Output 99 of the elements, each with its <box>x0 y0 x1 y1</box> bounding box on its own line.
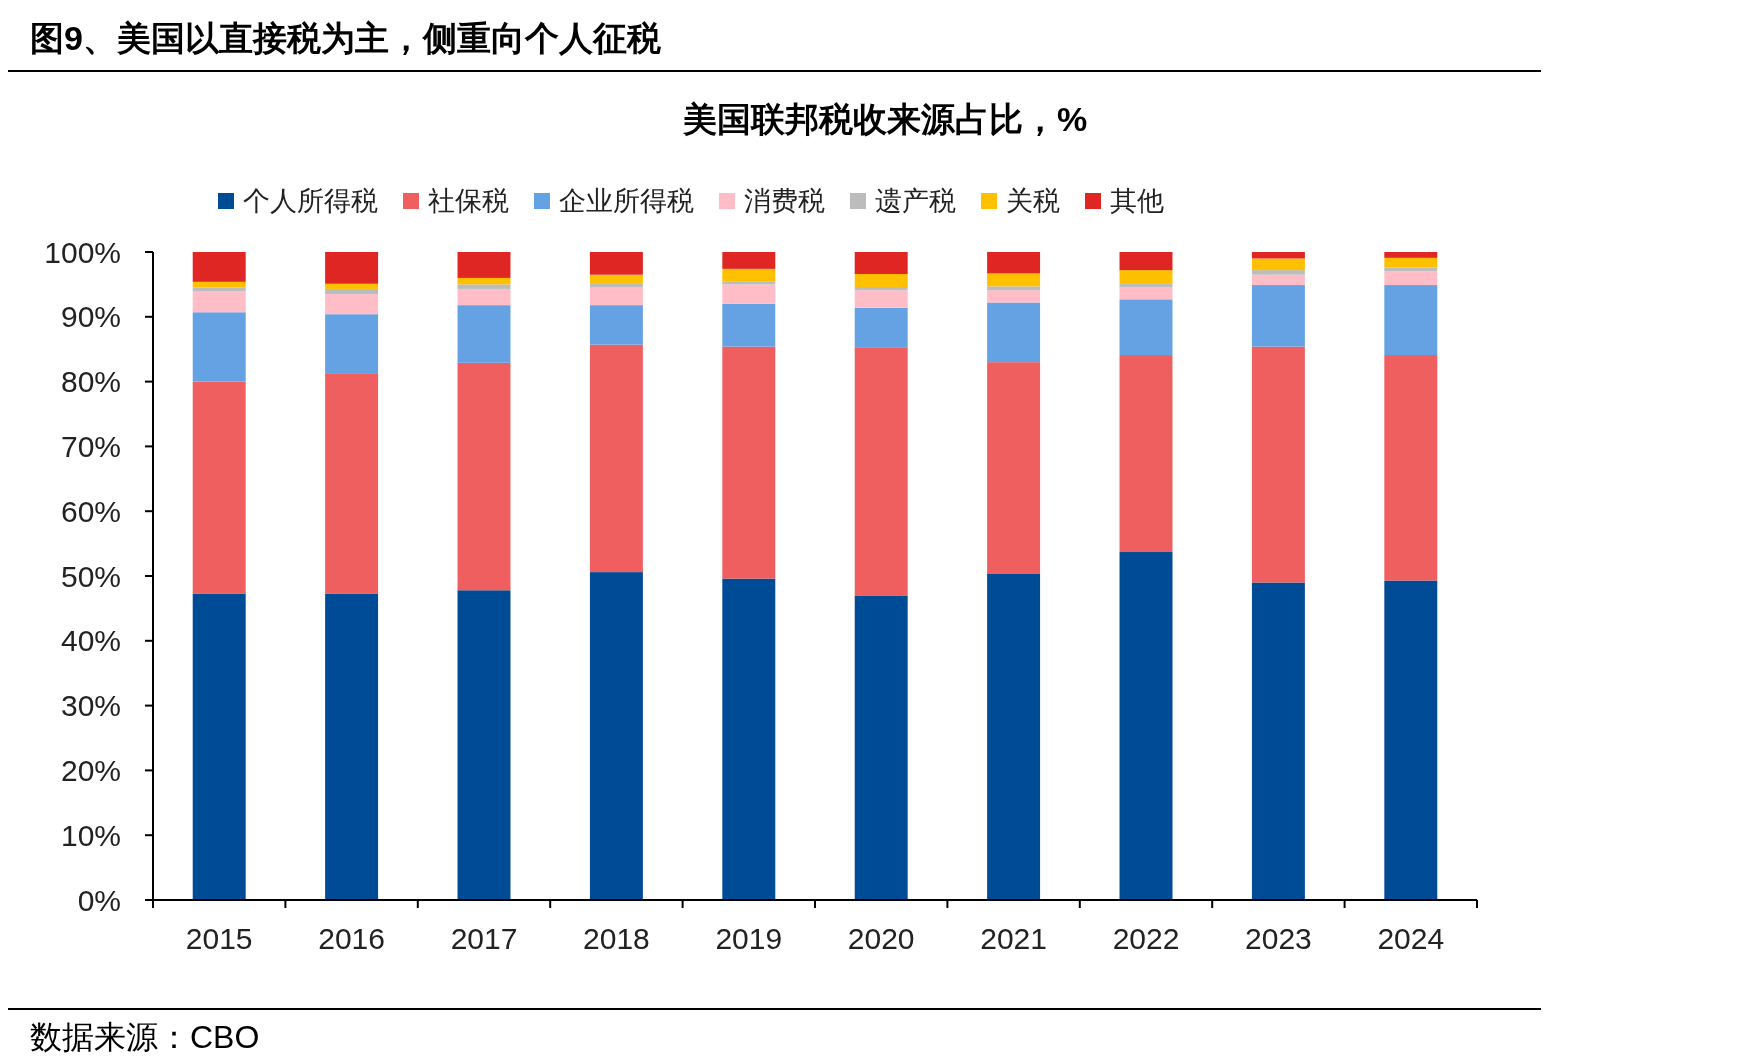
bar <box>1119 355 1173 553</box>
bar <box>457 590 511 900</box>
bar <box>192 312 246 382</box>
chart-title: 美国联邦税收来源占比，% <box>681 100 1088 138</box>
bar <box>987 573 1041 900</box>
bar <box>1251 346 1305 583</box>
x-tick-label: 2015 <box>185 921 253 955</box>
bar <box>722 346 776 579</box>
bar <box>192 281 246 288</box>
bar <box>1384 252 1438 258</box>
bar <box>457 252 511 278</box>
bar <box>854 252 908 275</box>
bar <box>589 305 643 345</box>
y-tick-label: 40% <box>60 624 121 658</box>
bar <box>192 287 246 292</box>
chart-subtitle: 图9、美国以直接税为主，侧重向个人征税 <box>30 19 661 57</box>
bar <box>1384 257 1438 268</box>
bar <box>1119 286 1173 300</box>
bar <box>1251 258 1305 271</box>
bar <box>1384 355 1438 581</box>
bar <box>722 268 776 282</box>
bar <box>987 273 1041 287</box>
bar <box>325 314 379 374</box>
x-tick-label: 2024 <box>1377 921 1445 955</box>
bar <box>987 252 1041 274</box>
bar <box>987 290 1041 303</box>
bar <box>457 305 511 363</box>
x-tick-label: 2023 <box>1245 921 1312 955</box>
y-tick-label: 70% <box>60 429 121 463</box>
bar <box>854 307 908 348</box>
bar <box>325 294 379 315</box>
y-tick-label: 90% <box>60 300 121 334</box>
bar <box>722 284 776 304</box>
bar <box>1384 271 1438 286</box>
bar <box>325 288 379 295</box>
y-tick-label: 100% <box>44 235 121 269</box>
bar <box>325 373 379 594</box>
bar <box>192 291 246 313</box>
legend-label: 其他 <box>1110 186 1164 216</box>
bar <box>1119 270 1173 284</box>
bar <box>589 274 643 284</box>
bar <box>722 578 776 900</box>
x-tick-label: 2020 <box>847 921 915 955</box>
bar <box>457 284 511 289</box>
legend-label: 社保税 <box>428 186 509 216</box>
bar <box>457 288 511 306</box>
y-tick-label: 60% <box>60 494 121 528</box>
bar <box>1251 582 1305 900</box>
x-tick-label: 2022 <box>1112 921 1180 955</box>
bar <box>192 381 246 594</box>
bar <box>192 593 246 900</box>
y-tick-label: 20% <box>60 753 121 787</box>
bar <box>1119 283 1173 287</box>
bar <box>325 283 379 289</box>
bar <box>1251 270 1305 275</box>
x-tick-label: 2017 <box>450 921 518 955</box>
bar <box>987 302 1041 363</box>
x-tick-label: 2018 <box>583 921 650 955</box>
bar <box>722 303 776 347</box>
bar <box>1251 252 1305 259</box>
bar <box>987 362 1041 574</box>
y-tick-label: 80% <box>60 365 121 399</box>
bar <box>1251 285 1305 347</box>
bar <box>854 347 908 596</box>
bar <box>722 252 776 269</box>
legend-label: 消费税 <box>744 186 825 216</box>
bar <box>589 283 643 287</box>
bar <box>457 362 511 591</box>
bar <box>1251 274 1305 286</box>
bar <box>1119 552 1173 900</box>
bar <box>589 344 643 573</box>
bar <box>1119 299 1173 356</box>
bar <box>589 572 643 900</box>
legend-label: 遗产税 <box>875 186 956 216</box>
x-tick-label: 2016 <box>318 921 385 955</box>
legend-label: 关税 <box>1006 186 1060 216</box>
bar <box>854 286 908 291</box>
y-tick-label: 30% <box>60 689 121 723</box>
x-tick-label: 2019 <box>715 921 783 955</box>
bar <box>1384 285 1438 356</box>
y-tick-label: 0% <box>77 883 121 917</box>
x-tick-label: 2021 <box>980 921 1047 955</box>
bar <box>1119 252 1173 271</box>
bar <box>589 286 643 306</box>
y-tick-label: 50% <box>60 559 121 593</box>
bar <box>987 286 1041 291</box>
legend-label: 企业所得税 <box>559 186 694 216</box>
bar <box>589 252 643 275</box>
bar <box>1384 580 1438 900</box>
legend-label: 个人所得税 <box>243 186 378 216</box>
bar <box>854 274 908 287</box>
y-tick-label: 10% <box>60 818 121 852</box>
bar <box>192 252 246 282</box>
bar <box>854 595 908 900</box>
source-note: 数据来源：CBO <box>30 1019 260 1055</box>
bar <box>325 593 379 900</box>
bar <box>457 277 511 285</box>
bar <box>325 252 379 284</box>
bar <box>854 290 908 308</box>
